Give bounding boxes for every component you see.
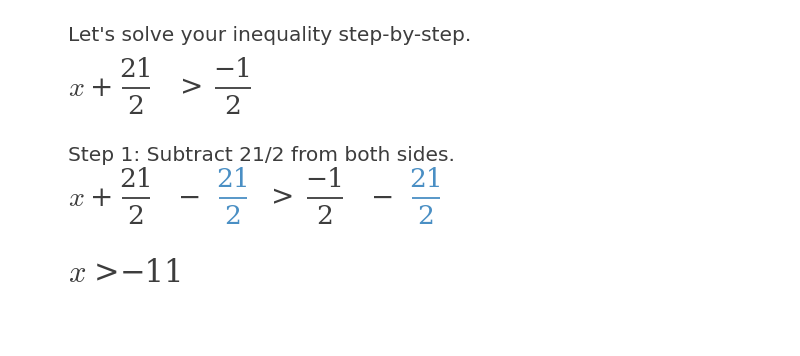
- Text: 21: 21: [119, 57, 153, 82]
- Text: 2: 2: [127, 94, 145, 119]
- Text: −11: −11: [120, 258, 185, 289]
- Text: Let's solve your inequality step-by-step.: Let's solve your inequality step-by-step…: [68, 26, 471, 45]
- Text: −1: −1: [214, 57, 253, 82]
- Text: 2: 2: [418, 204, 434, 229]
- Text: $x$: $x$: [68, 74, 85, 101]
- Text: −: −: [371, 184, 394, 211]
- Text: Step 1: Subtract 21/2 from both sides.: Step 1: Subtract 21/2 from both sides.: [68, 146, 455, 165]
- Text: >: >: [94, 258, 119, 289]
- Text: >: >: [271, 184, 294, 211]
- Text: 21: 21: [409, 167, 443, 192]
- Text: >: >: [180, 74, 203, 101]
- Text: +: +: [90, 74, 114, 101]
- Text: 2: 2: [225, 204, 242, 229]
- Text: +: +: [90, 184, 114, 211]
- Text: −1: −1: [306, 167, 345, 192]
- Text: 21: 21: [119, 167, 153, 192]
- Text: $x$: $x$: [68, 184, 85, 211]
- Text: $x$: $x$: [68, 258, 86, 289]
- Text: 2: 2: [225, 94, 242, 119]
- Text: 2: 2: [127, 204, 145, 229]
- Text: −: −: [178, 184, 202, 211]
- Text: 21: 21: [216, 167, 250, 192]
- Text: 2: 2: [317, 204, 334, 229]
